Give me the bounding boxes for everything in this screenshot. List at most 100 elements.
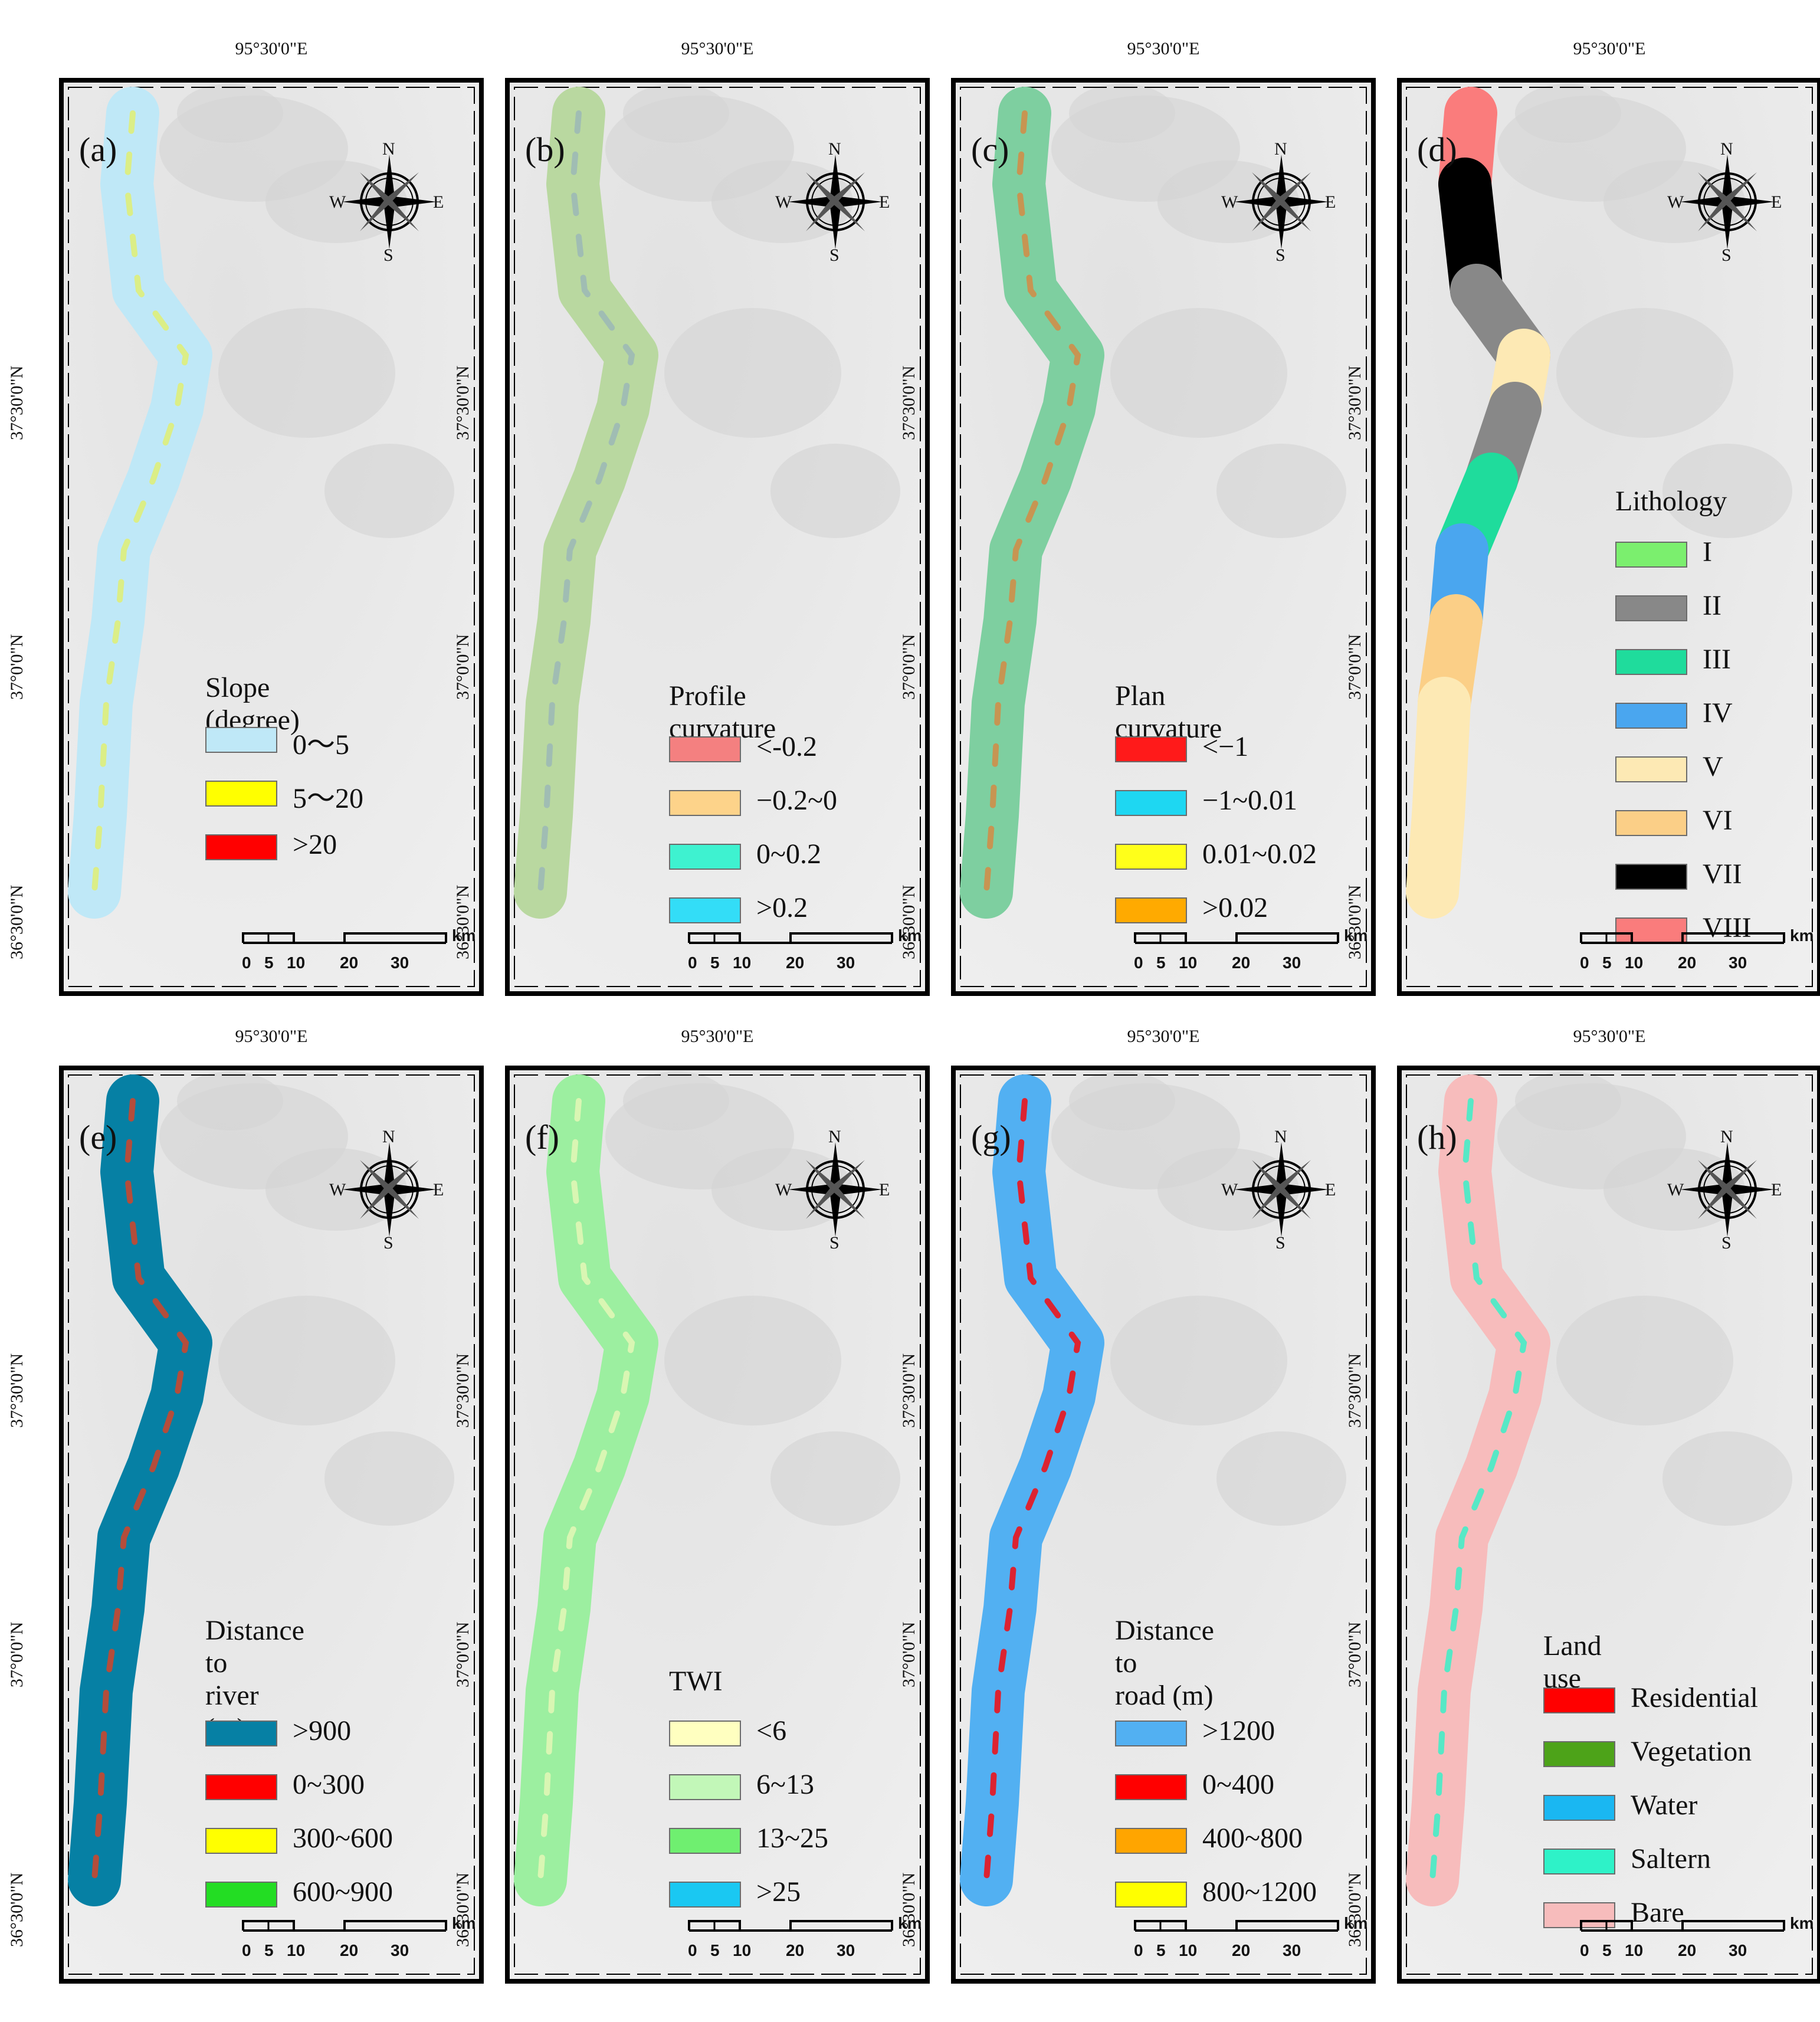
latitude-label: 37°0'0"N [1345,634,1365,700]
legend-swatch [1115,1882,1187,1908]
scale-bar: 0 5 10 20 30 km [688,913,924,972]
scale-tick: 0 [1134,953,1143,972]
compass-letter-n: N [828,1127,841,1146]
study-corridor [68,87,212,919]
legend-label: 0~0.2 [756,838,821,870]
scale-tick: 30 [1729,953,1747,972]
legend-swatch [1543,1741,1615,1767]
scale-tick: 30 [1283,953,1301,972]
compass-letter-s: S [383,1233,393,1253]
scale-tick: 0 [688,1941,697,1959]
compass-letter-s: S [1275,1233,1286,1253]
map-graticule-border [1406,1074,1813,1975]
legend-swatch [669,1720,741,1746]
scale-tick: 10 [1625,953,1644,972]
panel-label: (f) [525,1118,559,1156]
legend-label: Bare [1631,1897,1684,1928]
scale-tick: 10 [1179,1941,1198,1959]
legend-title: TWI [669,1666,723,1697]
compass-letter-w: W [1221,192,1238,212]
latitude-label: 36°30'0"N [1345,1872,1365,1947]
scale-bar-graphic [242,932,447,944]
longitude-label: 95°30'0"E [1127,1027,1200,1046]
legend-label: V [1703,751,1723,782]
scale-tick: 20 [340,953,359,972]
latitude-label: 37°0'0"N [7,1621,27,1687]
latitude-label: 36°30'0"N [453,884,473,959]
map-border [951,1066,1376,1984]
panel-label: (b) [525,130,565,169]
compass-letter-e: E [433,192,444,212]
longitude-label: 95°30'0"E [681,39,754,58]
legend-swatch [1543,1687,1615,1713]
map-frame: (c) N S E W Plan curvature <−1 −1~0.01 0.01~0.02… [951,78,1376,996]
map-border [59,78,484,996]
map-graticule-border [1406,87,1813,987]
scale-tick: 0 [1580,953,1589,972]
scale-unit: km [452,1914,476,1932]
legend-swatch [1115,897,1187,923]
latitude-label: 37°0'0"N [1345,1621,1365,1687]
mountain-relief [177,84,283,143]
north-arrow: N S E W [770,137,900,267]
longitude-label: 95°30'0"E [235,1027,308,1046]
scale-bar: 0 5 10 20 30 km [242,913,478,972]
legend-label: II [1703,590,1721,621]
scale-bar: 0 5 10 20 30 km [1134,1901,1370,1960]
compass-rose-icon [1234,1142,1329,1237]
legend-swatch [1615,595,1687,621]
mountain-relief [1556,1296,1733,1425]
compass-letter-e: E [433,1180,444,1200]
scale-tick: 0 [688,953,697,972]
map-panel: 95°30'0"E 37°30'0"N 37°0'0"N 36°30'0"N (c) N S… [899,39,1376,996]
legend-title: Lithology [1615,486,1727,517]
corridor-detail [91,1098,189,1883]
latitude-label: 36°30'0"N [7,1872,27,1947]
legend-label: VI [1703,805,1733,836]
scale-unit: km [452,926,476,945]
compass-letter-w: W [775,1180,792,1200]
latitude-label: 37°30'0"N [453,1353,473,1428]
corridor-detail [537,110,635,895]
legend-label: >20 [293,829,337,860]
compass-letter-e: E [1771,1180,1782,1200]
legend-label: <−1 [1202,731,1249,762]
legend-swatch [1115,1828,1187,1854]
legend-label: >0.2 [756,892,808,923]
north-arrow: N S E W [1662,1125,1792,1254]
map-border [505,78,930,996]
compass-letter-s: S [829,1233,840,1253]
legend-label: 300~600 [293,1823,393,1854]
map-canvas [951,78,1376,996]
north-arrow: N S E W [770,1125,900,1254]
legend-label: 13~25 [756,1823,828,1854]
compass-letter-n: N [1720,1127,1733,1146]
north-arrow: N S E W [324,1125,454,1254]
study-corridor [1406,87,1550,919]
map-border [1397,78,1820,996]
compass-letter-w: W [1221,1180,1238,1200]
longitude-label: 95°30'0"E [681,1027,754,1046]
mountain-relief [770,444,900,538]
mountain-relief [218,308,395,438]
scale-bar-graphic [1580,932,1785,944]
mountain-relief [1556,308,1733,438]
longitude-label: 95°30'0"E [1573,1027,1646,1046]
scale-tick: 0 [1580,1941,1589,1959]
legend-label: >25 [756,1876,801,1908]
mountain-relief [1662,1431,1792,1526]
legend-swatch [205,781,277,807]
map-graticule-border [68,1074,475,1975]
latitude-label: 37°30'0"N [899,365,919,440]
legend-label: 6~13 [756,1769,814,1800]
north-arrow: N S E W [324,137,454,267]
mountain-relief [623,84,729,143]
corridor-detail [1429,1098,1527,1883]
scale-unit: km [1790,926,1814,945]
map-graticule-border [960,87,1367,987]
scale-bar-graphic [1134,1920,1339,1932]
map-graticule-border [68,87,475,987]
panel-label: (c) [971,130,1009,169]
legend-swatch [1115,736,1187,762]
